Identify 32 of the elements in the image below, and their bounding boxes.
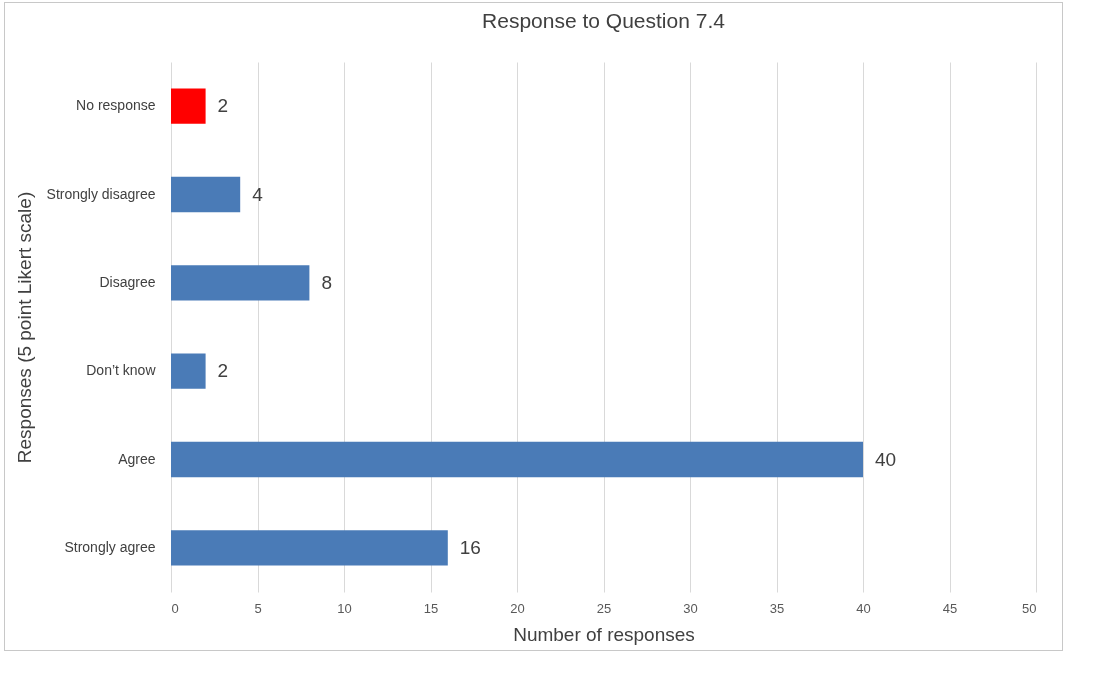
- data-label: 40: [875, 448, 897, 470]
- y-tick-label: Strongly disagree: [46, 185, 156, 202]
- data-label: 4: [252, 183, 264, 205]
- x-tick-label: 45: [942, 600, 958, 616]
- x-axis-title: Number of responses: [513, 623, 695, 645]
- chart-title: Response to Question 7.4: [482, 9, 726, 32]
- data-label: 16: [459, 536, 481, 558]
- x-tick-label: 40: [856, 600, 871, 616]
- data-label: 8: [321, 271, 332, 293]
- y-tick-label: Disagree: [99, 273, 156, 290]
- bar: [171, 353, 206, 389]
- y-tick-label: No response: [76, 97, 156, 114]
- data-label: 2: [217, 360, 229, 382]
- bar: [171, 441, 863, 478]
- y-axis-title: Responses (5 point Likert scale): [13, 191, 35, 464]
- bar: [171, 530, 448, 566]
- x-tick-label: 5: [254, 600, 262, 616]
- data-label: 2: [217, 95, 229, 117]
- y-tick-label: Don’t know: [86, 362, 157, 379]
- y-tick-label: Strongly agree: [64, 538, 156, 555]
- x-tick-label: 50: [1022, 600, 1037, 616]
- x-tick-label: 10: [337, 600, 352, 616]
- x-tick-label: 35: [769, 600, 785, 616]
- x-tick-label: 25: [596, 600, 612, 616]
- bar: [171, 176, 241, 213]
- bar: [171, 88, 206, 124]
- x-tick-label: 0: [171, 600, 179, 616]
- x-tick-label: 30: [683, 600, 698, 616]
- bar: [171, 265, 310, 301]
- x-tick-label: 20: [510, 600, 525, 616]
- x-tick-label: 15: [423, 600, 439, 616]
- y-tick-label: Agree: [118, 450, 156, 467]
